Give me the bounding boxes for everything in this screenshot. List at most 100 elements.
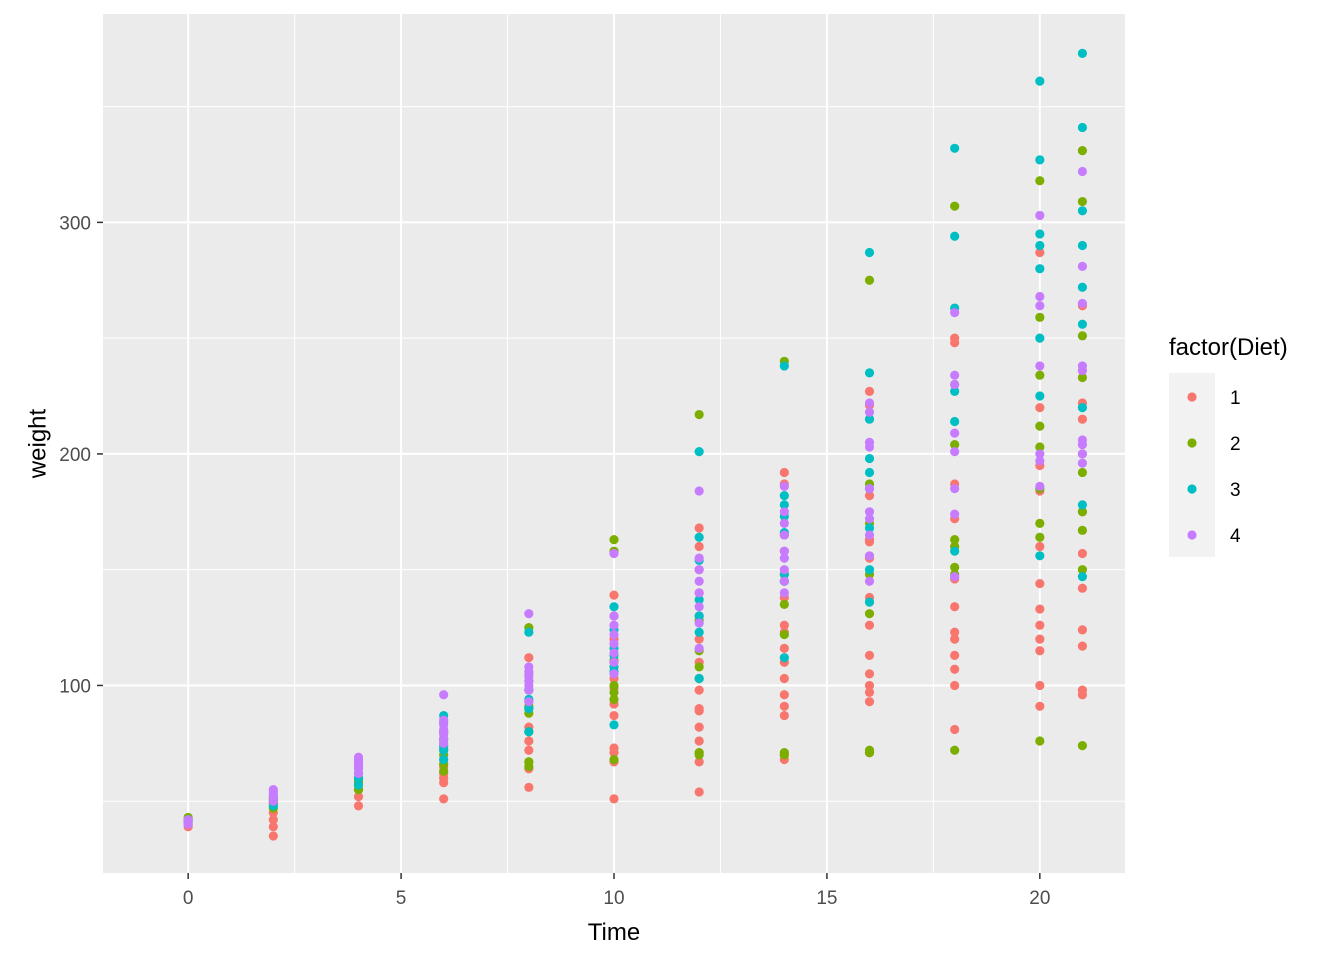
data-point-diet-3 <box>1035 333 1045 343</box>
data-point-diet-4 <box>1035 449 1045 459</box>
x-tick-label: 0 <box>183 888 194 909</box>
data-point-diet-2 <box>609 694 619 704</box>
data-point-diet-3 <box>609 720 619 730</box>
data-point-diet-1 <box>779 690 789 700</box>
data-point-diet-2 <box>1077 525 1088 535</box>
data-point-diet-2 <box>779 599 789 610</box>
data-point-diet-1 <box>1077 690 1088 700</box>
data-point-diet-1 <box>694 704 704 714</box>
data-point-diet-3 <box>1077 319 1088 329</box>
data-point-diet-1 <box>1035 646 1045 656</box>
data-point-diet-3 <box>1035 155 1045 165</box>
y-axis: 100 200 300 <box>59 213 103 697</box>
y-tick-label: 100 <box>59 676 91 697</box>
data-point-diet-3 <box>694 447 704 457</box>
data-point-diet-3 <box>864 414 875 424</box>
data-point-diet-1 <box>353 801 364 811</box>
data-point-diet-1 <box>950 664 960 674</box>
data-point-diet-4 <box>1035 210 1045 221</box>
data-point-diet-4 <box>694 643 704 654</box>
data-point-diet-4 <box>609 657 619 667</box>
legend-key-diet-4 <box>1187 530 1197 540</box>
x-tick-label: 20 <box>1029 888 1050 909</box>
data-point-diet-4 <box>439 690 449 700</box>
x-tick-label: 5 <box>396 888 407 909</box>
data-point-diet-1 <box>1035 403 1045 413</box>
data-point-diet-1 <box>1035 604 1045 614</box>
data-point-diet-2 <box>1035 312 1045 322</box>
data-point-diet-2 <box>950 745 960 755</box>
data-point-diet-4 <box>1077 298 1088 309</box>
data-point-diet-1 <box>439 794 449 804</box>
data-point-diet-3 <box>524 704 534 714</box>
data-point-diet-4 <box>1077 449 1088 459</box>
data-point-diet-4 <box>353 752 364 762</box>
data-point-diet-4 <box>694 602 704 612</box>
data-point-diet-4 <box>864 551 875 561</box>
data-point-diet-1 <box>779 701 789 711</box>
legend-key-background <box>1169 373 1215 557</box>
data-point-diet-4 <box>694 553 704 563</box>
data-point-diet-2 <box>1077 507 1088 517</box>
data-point-diet-3 <box>864 565 875 575</box>
data-point-diet-4 <box>609 548 619 559</box>
data-point-diet-3 <box>1077 403 1088 413</box>
data-point-diet-2 <box>864 609 875 619</box>
data-point-diet-4 <box>779 518 789 528</box>
data-point-diet-2 <box>1077 196 1088 207</box>
data-point-diet-4 <box>950 370 960 380</box>
y-tick-label: 300 <box>59 213 91 234</box>
legend-key-diet-3 <box>1187 484 1197 494</box>
data-point-diet-1 <box>1077 641 1088 651</box>
legend-title: factor(Diet) <box>1169 334 1288 361</box>
data-point-diet-1 <box>864 386 875 397</box>
data-point-diet-3 <box>1077 206 1088 216</box>
data-point-diet-4 <box>779 553 789 563</box>
data-point-diet-1 <box>1035 680 1045 691</box>
data-point-diet-3 <box>609 602 619 612</box>
data-point-diet-1 <box>1077 548 1088 559</box>
data-point-diet-2 <box>1077 331 1088 341</box>
legend-label-diet-1: 1 <box>1230 388 1241 409</box>
data-point-diet-2 <box>950 534 960 545</box>
data-point-diet-4 <box>694 486 704 496</box>
x-tick-label: 10 <box>603 888 624 909</box>
data-point-diet-2 <box>1077 565 1088 575</box>
data-point-diet-1 <box>353 791 364 802</box>
data-point-diet-3 <box>1077 240 1088 251</box>
legend-key-diet-1 <box>1187 392 1197 402</box>
data-point-diet-4 <box>609 669 619 679</box>
data-point-diet-2 <box>524 757 534 767</box>
data-point-diet-1 <box>268 815 278 825</box>
data-point-diet-2 <box>1035 421 1045 431</box>
data-point-diet-1 <box>694 736 704 746</box>
data-point-diet-2 <box>1077 146 1088 156</box>
data-point-diet-4 <box>1077 261 1088 271</box>
data-point-diet-2 <box>609 754 619 765</box>
data-point-diet-3 <box>864 368 875 378</box>
data-point-diet-2 <box>779 750 789 760</box>
data-point-diet-2 <box>609 687 619 698</box>
data-point-diet-4 <box>1077 166 1088 177</box>
data-point-diet-1 <box>694 634 704 644</box>
data-point-diet-4 <box>779 576 789 586</box>
data-point-diet-1 <box>779 467 789 478</box>
data-point-diet-3 <box>1035 264 1045 274</box>
data-point-diet-1 <box>524 782 534 792</box>
data-point-diet-3 <box>1077 122 1088 133</box>
data-point-diet-4 <box>694 576 704 586</box>
data-point-diet-3 <box>864 247 875 258</box>
data-point-diet-4 <box>864 530 875 540</box>
data-point-diet-1 <box>1077 583 1088 593</box>
data-point-diet-4 <box>609 611 619 621</box>
data-point-diet-4 <box>694 618 704 628</box>
data-point-diet-2 <box>950 201 960 211</box>
data-point-diet-1 <box>1035 634 1045 644</box>
data-point-diet-3 <box>353 780 364 790</box>
data-point-diet-2 <box>864 745 875 755</box>
data-point-diet-1 <box>609 743 619 753</box>
data-point-diet-4 <box>779 565 789 575</box>
data-point-diet-1 <box>950 627 960 637</box>
data-point-diet-1 <box>864 650 875 660</box>
data-point-diet-4 <box>950 308 960 318</box>
